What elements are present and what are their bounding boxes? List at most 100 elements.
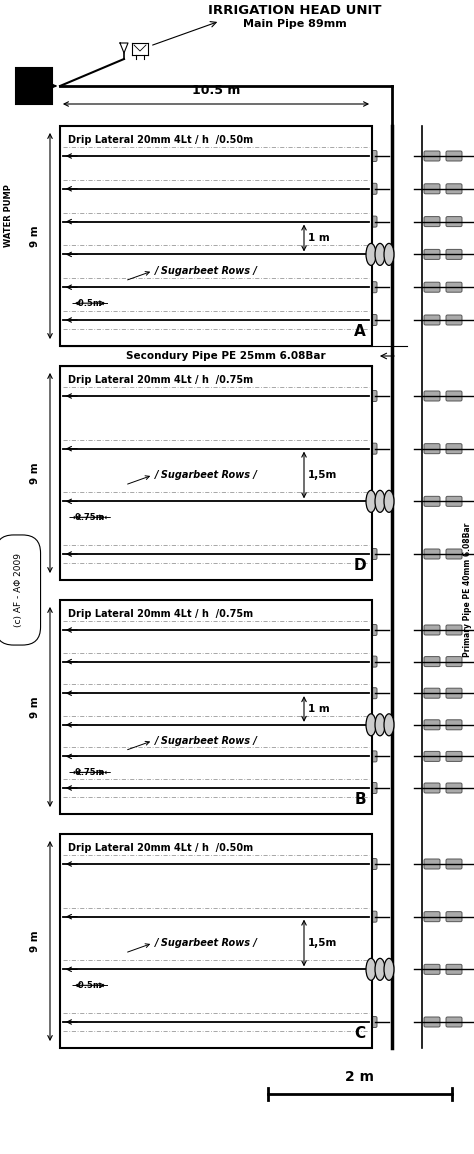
FancyBboxPatch shape bbox=[136, 183, 152, 194]
FancyBboxPatch shape bbox=[424, 625, 440, 635]
FancyBboxPatch shape bbox=[244, 912, 260, 922]
FancyBboxPatch shape bbox=[100, 912, 116, 922]
FancyBboxPatch shape bbox=[172, 965, 188, 974]
Ellipse shape bbox=[384, 243, 394, 265]
FancyBboxPatch shape bbox=[64, 283, 80, 292]
FancyBboxPatch shape bbox=[446, 217, 462, 226]
FancyBboxPatch shape bbox=[208, 625, 224, 635]
FancyBboxPatch shape bbox=[424, 249, 440, 260]
FancyBboxPatch shape bbox=[64, 784, 80, 793]
FancyBboxPatch shape bbox=[446, 965, 462, 974]
FancyBboxPatch shape bbox=[352, 720, 368, 729]
FancyBboxPatch shape bbox=[424, 151, 440, 162]
FancyBboxPatch shape bbox=[361, 150, 377, 162]
Text: Drip Lateral 20mm 4Lt / h  /0.50m: Drip Lateral 20mm 4Lt / h /0.50m bbox=[68, 135, 253, 145]
FancyBboxPatch shape bbox=[136, 1017, 152, 1027]
FancyBboxPatch shape bbox=[100, 784, 116, 793]
FancyBboxPatch shape bbox=[352, 784, 368, 793]
FancyBboxPatch shape bbox=[446, 496, 462, 507]
FancyBboxPatch shape bbox=[136, 625, 152, 635]
FancyBboxPatch shape bbox=[316, 784, 332, 793]
FancyBboxPatch shape bbox=[280, 912, 296, 922]
FancyBboxPatch shape bbox=[446, 751, 462, 762]
FancyBboxPatch shape bbox=[424, 283, 440, 292]
FancyBboxPatch shape bbox=[136, 217, 152, 226]
FancyBboxPatch shape bbox=[352, 625, 368, 635]
FancyBboxPatch shape bbox=[100, 751, 116, 762]
FancyBboxPatch shape bbox=[361, 719, 377, 730]
FancyBboxPatch shape bbox=[446, 720, 462, 729]
FancyBboxPatch shape bbox=[316, 912, 332, 922]
FancyBboxPatch shape bbox=[244, 217, 260, 226]
FancyBboxPatch shape bbox=[208, 183, 224, 194]
FancyBboxPatch shape bbox=[352, 912, 368, 922]
FancyBboxPatch shape bbox=[424, 549, 440, 559]
Ellipse shape bbox=[384, 958, 394, 981]
FancyBboxPatch shape bbox=[136, 151, 152, 162]
FancyBboxPatch shape bbox=[280, 283, 296, 292]
FancyBboxPatch shape bbox=[136, 688, 152, 698]
FancyBboxPatch shape bbox=[446, 315, 462, 325]
FancyBboxPatch shape bbox=[424, 391, 440, 400]
FancyBboxPatch shape bbox=[280, 496, 296, 507]
FancyBboxPatch shape bbox=[316, 720, 332, 729]
Ellipse shape bbox=[366, 958, 376, 981]
FancyBboxPatch shape bbox=[316, 443, 332, 454]
FancyBboxPatch shape bbox=[280, 859, 296, 869]
FancyBboxPatch shape bbox=[244, 657, 260, 667]
FancyBboxPatch shape bbox=[172, 391, 188, 400]
Ellipse shape bbox=[375, 714, 385, 736]
FancyBboxPatch shape bbox=[352, 859, 368, 869]
FancyBboxPatch shape bbox=[280, 1017, 296, 1027]
Ellipse shape bbox=[384, 714, 394, 736]
FancyBboxPatch shape bbox=[280, 784, 296, 793]
FancyBboxPatch shape bbox=[316, 549, 332, 559]
Text: Drip Lateral 20mm 4Lt / h  /0.75m: Drip Lateral 20mm 4Lt / h /0.75m bbox=[68, 609, 253, 619]
Text: 10.5 m: 10.5 m bbox=[192, 84, 240, 97]
Bar bbox=[60, 366, 372, 580]
FancyBboxPatch shape bbox=[352, 315, 368, 325]
FancyBboxPatch shape bbox=[244, 688, 260, 698]
FancyBboxPatch shape bbox=[100, 1017, 116, 1027]
Text: 9 m: 9 m bbox=[30, 696, 40, 718]
Bar bbox=[60, 600, 372, 814]
Text: 9 m: 9 m bbox=[30, 463, 40, 484]
FancyBboxPatch shape bbox=[424, 1017, 440, 1027]
FancyBboxPatch shape bbox=[172, 443, 188, 454]
Text: 1,5m: 1,5m bbox=[308, 938, 337, 947]
FancyBboxPatch shape bbox=[64, 183, 80, 194]
FancyBboxPatch shape bbox=[424, 315, 440, 325]
FancyBboxPatch shape bbox=[280, 625, 296, 635]
FancyBboxPatch shape bbox=[352, 183, 368, 194]
FancyBboxPatch shape bbox=[316, 391, 332, 400]
FancyBboxPatch shape bbox=[424, 912, 440, 922]
FancyBboxPatch shape bbox=[280, 217, 296, 226]
FancyBboxPatch shape bbox=[352, 151, 368, 162]
FancyBboxPatch shape bbox=[361, 912, 377, 922]
Text: / Sugarbeet Rows /: / Sugarbeet Rows / bbox=[155, 265, 258, 276]
FancyBboxPatch shape bbox=[361, 216, 377, 227]
FancyBboxPatch shape bbox=[244, 315, 260, 325]
FancyBboxPatch shape bbox=[64, 751, 80, 762]
Text: →0.75m←: →0.75m← bbox=[68, 512, 111, 522]
FancyBboxPatch shape bbox=[208, 688, 224, 698]
Text: Primary Pipe PE 40mm 6.08Bar: Primary Pipe PE 40mm 6.08Bar bbox=[464, 523, 473, 657]
FancyBboxPatch shape bbox=[280, 549, 296, 559]
FancyBboxPatch shape bbox=[208, 965, 224, 974]
FancyBboxPatch shape bbox=[424, 784, 440, 793]
Text: C: C bbox=[355, 1027, 365, 1042]
FancyBboxPatch shape bbox=[100, 151, 116, 162]
FancyBboxPatch shape bbox=[361, 548, 377, 560]
FancyBboxPatch shape bbox=[208, 912, 224, 922]
FancyBboxPatch shape bbox=[280, 751, 296, 762]
FancyBboxPatch shape bbox=[100, 657, 116, 667]
FancyBboxPatch shape bbox=[424, 720, 440, 729]
FancyBboxPatch shape bbox=[446, 657, 462, 667]
FancyBboxPatch shape bbox=[361, 183, 377, 194]
FancyBboxPatch shape bbox=[316, 751, 332, 762]
FancyBboxPatch shape bbox=[208, 784, 224, 793]
FancyBboxPatch shape bbox=[361, 859, 377, 869]
Text: WATER PUMP: WATER PUMP bbox=[3, 185, 12, 247]
FancyBboxPatch shape bbox=[64, 315, 80, 325]
FancyBboxPatch shape bbox=[352, 217, 368, 226]
